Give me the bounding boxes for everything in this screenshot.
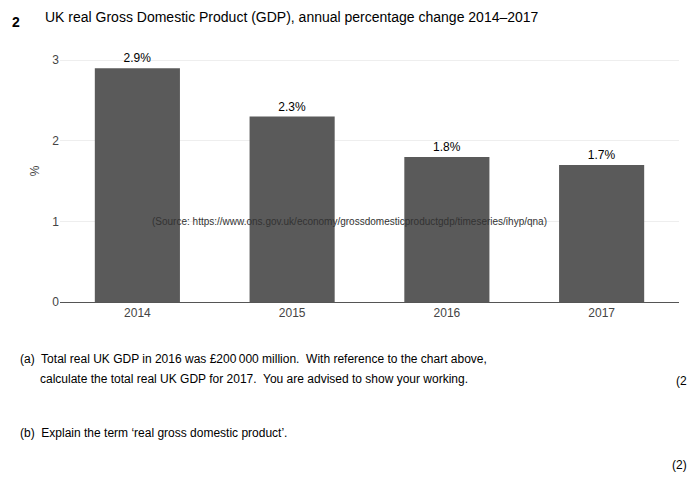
svg-text:2.9%: 2.9% (124, 51, 152, 65)
svg-text:(2): (2) (672, 458, 687, 472)
svg-text:2015: 2015 (279, 306, 306, 320)
svg-text:2017: 2017 (588, 306, 615, 320)
svg-text:UK real Gross Domestic Product: UK real Gross Domestic Product (GDP), an… (45, 9, 539, 25)
svg-text:2016: 2016 (434, 306, 461, 320)
svg-text:0: 0 (52, 295, 59, 309)
svg-text:(2: (2 (676, 374, 687, 388)
svg-text:2: 2 (12, 14, 20, 30)
svg-text:2.3%: 2.3% (278, 100, 306, 114)
svg-text:1.8%: 1.8% (433, 140, 461, 154)
svg-text:(a) Total real UK GDP in 2016: (a) Total real UK GDP in 2016 was £200 0… (20, 352, 487, 366)
svg-text:1: 1 (52, 215, 59, 229)
svg-text:2: 2 (52, 134, 59, 148)
svg-text:calculate the total real UK GD: calculate the total real UK GDP for 2017… (20, 372, 468, 386)
svg-text:2014: 2014 (124, 306, 151, 320)
svg-text:(b) Explain the term ‘real gr: (b) Explain the term ‘real gross domesti… (20, 426, 287, 440)
svg-text:%: % (28, 165, 42, 176)
svg-text:1.7%: 1.7% (588, 148, 616, 162)
svg-text:(Source: https://www.ons.gov.u: (Source: https://www.ons.gov.uk/economy/… (152, 216, 547, 227)
svg-text:3: 3 (52, 53, 59, 67)
